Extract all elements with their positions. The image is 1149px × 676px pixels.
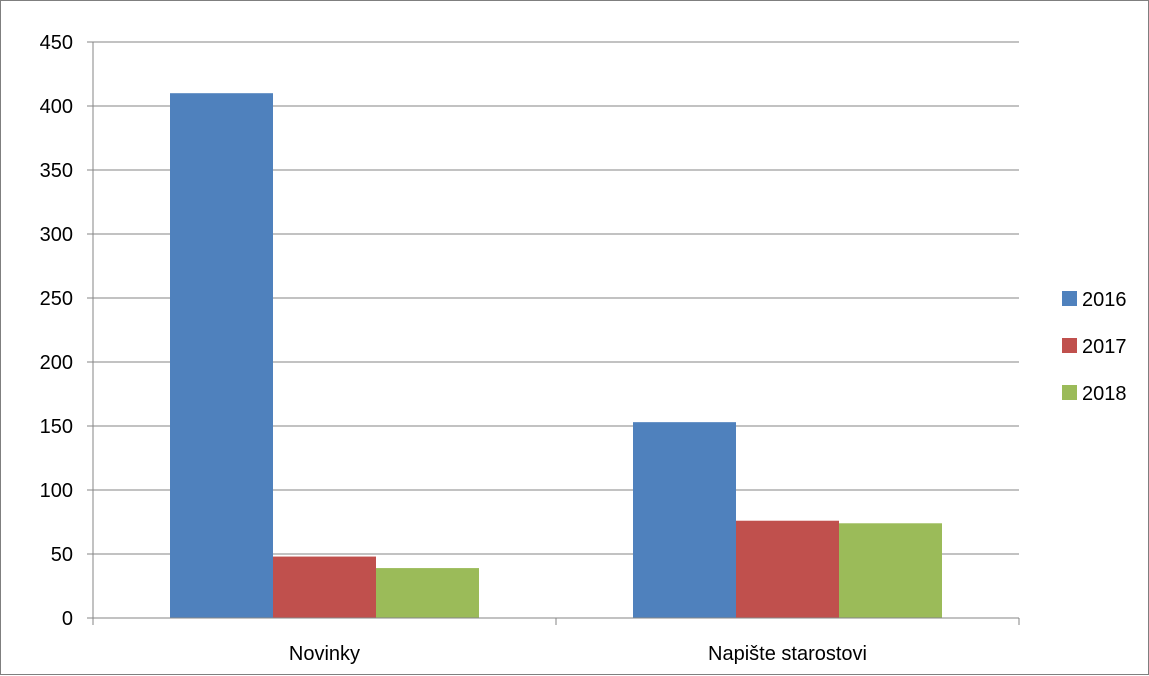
bar-2017 (736, 520, 839, 618)
legend-label: 2016 (1082, 289, 1127, 311)
y-tick-label: 0 (62, 608, 73, 630)
bar-2018 (839, 523, 942, 618)
y-tick-label: 50 (51, 544, 73, 566)
bar-2017 (273, 556, 376, 618)
legend-swatch (1062, 385, 1077, 400)
y-tick-label: 150 (40, 416, 73, 438)
bar-2016 (633, 422, 736, 618)
y-tick-label: 300 (40, 224, 73, 246)
x-category-label: Napište starostovi (708, 643, 867, 665)
bar-2016 (170, 93, 273, 618)
x-category-label: Novinky (289, 643, 360, 665)
legend-swatch (1062, 338, 1077, 353)
legend-label: 2017 (1082, 336, 1127, 358)
legend-label: 2018 (1082, 383, 1127, 405)
y-tick-label: 400 (40, 96, 73, 118)
y-tick-label: 250 (40, 288, 73, 310)
y-tick-label: 100 (40, 480, 73, 502)
legend-swatch (1062, 291, 1077, 306)
y-tick-label: 450 (40, 32, 73, 54)
y-tick-label: 350 (40, 160, 73, 182)
y-tick-label: 200 (40, 352, 73, 374)
bar-2018 (376, 568, 479, 618)
